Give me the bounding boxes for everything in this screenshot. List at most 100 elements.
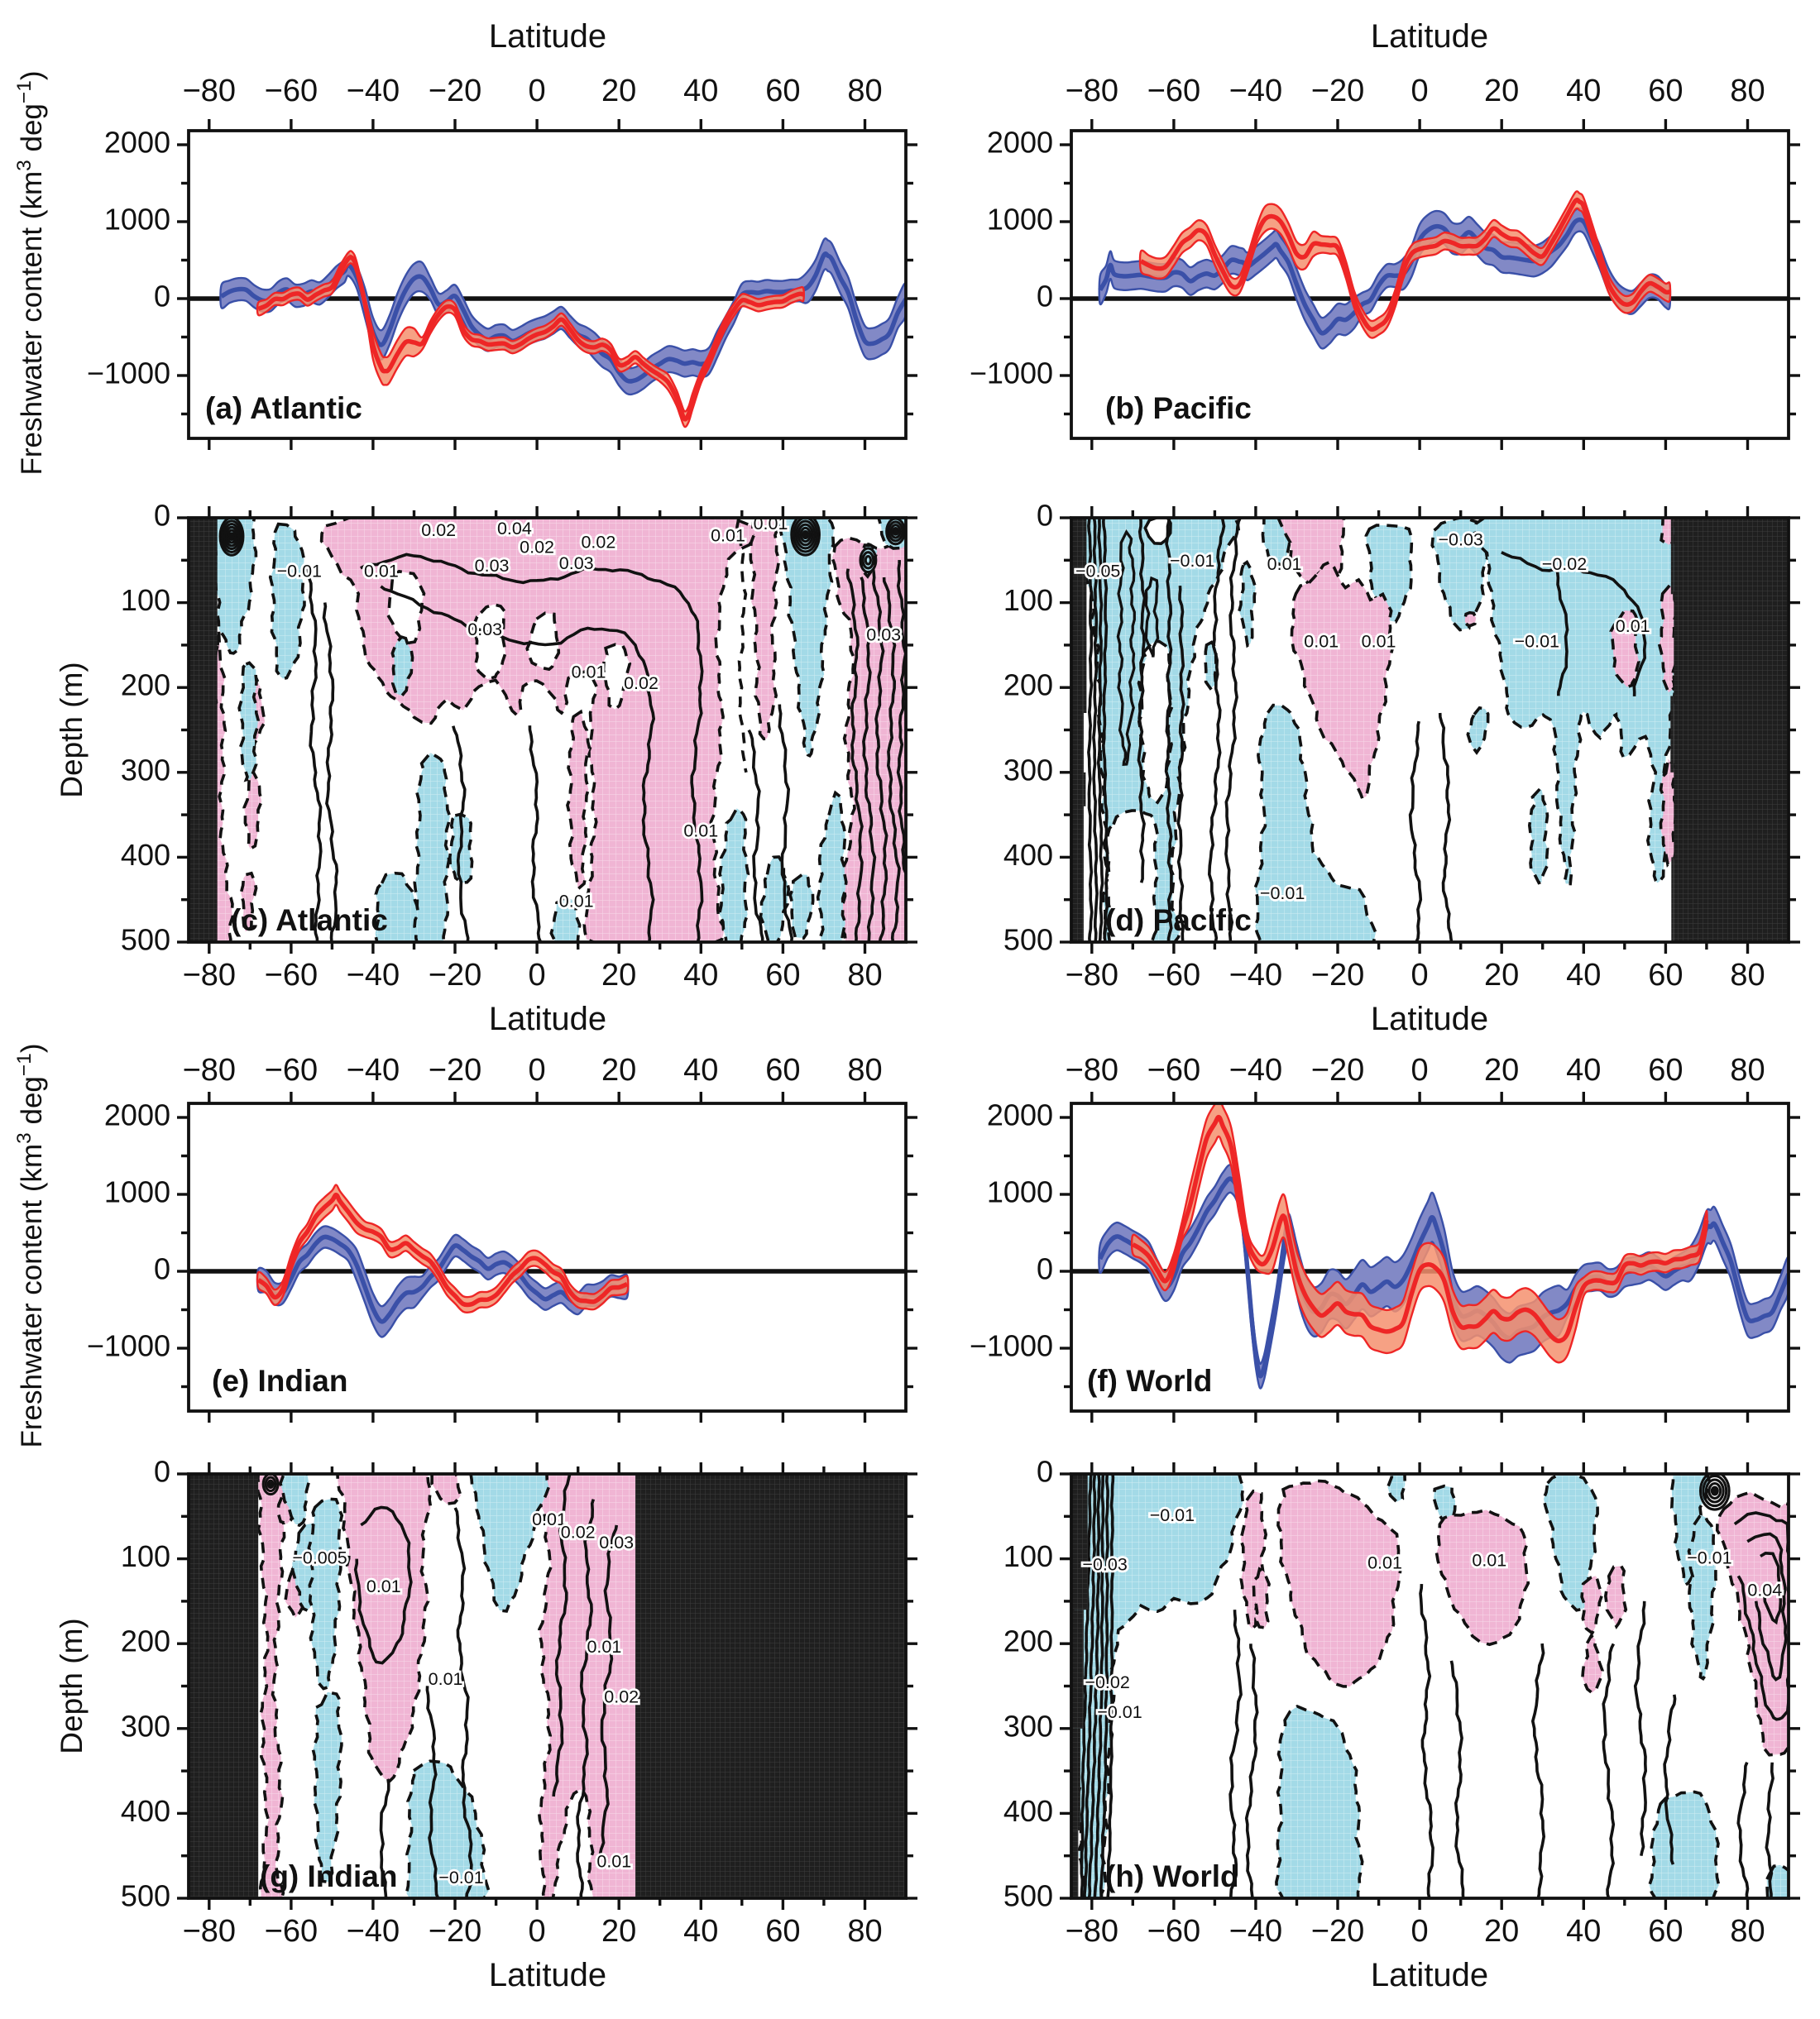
svg-text:0: 0	[1411, 74, 1429, 108]
svg-text:−40: −40	[1229, 958, 1282, 993]
svg-text:0.02: 0.02	[421, 520, 456, 540]
svg-text:0.01: 0.01	[596, 1852, 631, 1872]
svg-text:−0.005: −0.005	[292, 1548, 347, 1567]
svg-text:0.01: 0.01	[1267, 554, 1302, 574]
svg-text:80: 80	[1730, 74, 1765, 108]
svg-text:−60: −60	[265, 1914, 318, 1949]
svg-text:500: 500	[121, 923, 170, 957]
svg-text:80: 80	[847, 1053, 882, 1088]
svg-text:60: 60	[765, 1053, 800, 1088]
svg-text:0.01: 0.01	[1616, 616, 1650, 636]
svg-text:Latitude: Latitude	[1371, 1001, 1488, 1037]
svg-text:(d) Pacific: (d) Pacific	[1105, 903, 1252, 937]
svg-text:80: 80	[1730, 1914, 1765, 1949]
svg-text:0: 0	[1037, 1455, 1053, 1489]
svg-text:2000: 2000	[104, 126, 170, 160]
svg-text:−20: −20	[429, 74, 481, 108]
svg-text:−1000: −1000	[87, 356, 170, 390]
svg-text:0.02: 0.02	[561, 1522, 596, 1542]
svg-text:−80: −80	[183, 74, 236, 108]
svg-text:200: 200	[121, 1624, 170, 1658]
svg-text:−60: −60	[1147, 74, 1200, 108]
svg-text:40: 40	[1566, 1053, 1601, 1088]
svg-text:40: 40	[683, 958, 718, 993]
svg-text:60: 60	[765, 74, 800, 108]
svg-text:Latitude: Latitude	[489, 1001, 606, 1037]
svg-text:100: 100	[121, 583, 170, 617]
svg-text:40: 40	[683, 1914, 718, 1949]
svg-text:100: 100	[1003, 583, 1053, 617]
svg-text:Latitude: Latitude	[1371, 1957, 1488, 1993]
svg-text:−20: −20	[429, 1053, 481, 1088]
svg-text:−40: −40	[347, 958, 400, 993]
svg-text:20: 20	[601, 1914, 636, 1949]
svg-text:−40: −40	[347, 1053, 400, 1088]
svg-text:0.01: 0.01	[587, 1637, 621, 1657]
svg-text:1000: 1000	[987, 1175, 1053, 1209]
svg-text:500: 500	[121, 1879, 170, 1913]
svg-text:0.02: 0.02	[624, 673, 659, 693]
svg-text:0.04: 0.04	[1747, 1580, 1782, 1600]
svg-text:100: 100	[121, 1539, 170, 1573]
svg-text:−0.01: −0.01	[1515, 631, 1559, 651]
svg-text:20: 20	[601, 74, 636, 108]
svg-text:200: 200	[121, 668, 170, 702]
svg-text:−60: −60	[265, 1053, 318, 1088]
svg-text:20: 20	[1484, 958, 1519, 993]
svg-text:−1000: −1000	[970, 1329, 1053, 1363]
svg-text:−60: −60	[1147, 1914, 1200, 1949]
svg-text:(g) Indian: (g) Indian	[260, 1859, 397, 1893]
svg-text:0: 0	[154, 280, 170, 313]
svg-text:0.01: 0.01	[1367, 1553, 1402, 1572]
svg-text:0: 0	[1411, 1914, 1429, 1949]
svg-text:−1000: −1000	[87, 1329, 170, 1363]
svg-text:(a) Atlantic: (a) Atlantic	[205, 391, 362, 425]
svg-text:0.01: 0.01	[532, 1509, 567, 1529]
svg-text:−40: −40	[1229, 1914, 1282, 1949]
svg-text:−0.03: −0.03	[1438, 529, 1482, 549]
svg-text:Freshwater content (km3 deg−1): Freshwater content (km3 deg−1)	[13, 71, 49, 476]
svg-text:−0.01: −0.01	[1170, 551, 1214, 571]
svg-text:−80: −80	[183, 958, 236, 993]
svg-text:−80: −80	[1066, 958, 1118, 993]
svg-text:−0.03: −0.03	[1082, 1554, 1127, 1574]
svg-text:60: 60	[1648, 74, 1683, 108]
svg-text:−0.01: −0.01	[277, 561, 322, 581]
svg-text:400: 400	[121, 838, 170, 872]
svg-text:0: 0	[529, 1914, 546, 1949]
svg-text:(h) World: (h) World	[1105, 1859, 1239, 1893]
svg-text:−80: −80	[183, 1914, 236, 1949]
svg-text:80: 80	[847, 1914, 882, 1949]
svg-text:0.03: 0.03	[475, 556, 510, 576]
svg-text:0: 0	[529, 74, 546, 108]
svg-text:20: 20	[601, 958, 636, 993]
svg-text:Latitude: Latitude	[489, 18, 606, 55]
svg-text:0.03: 0.03	[599, 1533, 634, 1553]
svg-text:400: 400	[1003, 1794, 1053, 1828]
svg-text:40: 40	[683, 1053, 718, 1088]
svg-text:−80: −80	[183, 1053, 236, 1088]
svg-text:−20: −20	[1311, 1053, 1364, 1088]
svg-text:60: 60	[1648, 1053, 1683, 1088]
svg-text:0.01: 0.01	[429, 1669, 463, 1689]
svg-text:0.03: 0.03	[559, 553, 594, 573]
svg-text:−40: −40	[347, 1914, 400, 1949]
svg-text:300: 300	[1003, 1709, 1053, 1743]
svg-text:0.03: 0.03	[467, 620, 502, 639]
svg-text:0: 0	[1411, 1053, 1429, 1088]
svg-text:Freshwater content (km3 deg−1): Freshwater content (km3 deg−1)	[13, 1044, 49, 1448]
svg-text:0.01: 0.01	[364, 561, 399, 581]
svg-text:80: 80	[847, 74, 882, 108]
svg-text:60: 60	[1648, 1914, 1683, 1949]
svg-text:500: 500	[1003, 923, 1053, 957]
svg-text:−0.05: −0.05	[1075, 561, 1120, 581]
svg-text:0.01: 0.01	[683, 821, 718, 840]
svg-text:(f) World: (f) World	[1087, 1364, 1212, 1398]
svg-text:(b) Pacific: (b) Pacific	[1105, 391, 1252, 425]
svg-text:0.01: 0.01	[711, 525, 745, 545]
svg-text:0.01: 0.01	[1362, 631, 1396, 651]
svg-text:0.01: 0.01	[1304, 631, 1339, 651]
svg-text:200: 200	[1003, 1624, 1053, 1658]
svg-text:−20: −20	[1311, 958, 1364, 993]
svg-text:−20: −20	[429, 958, 481, 993]
